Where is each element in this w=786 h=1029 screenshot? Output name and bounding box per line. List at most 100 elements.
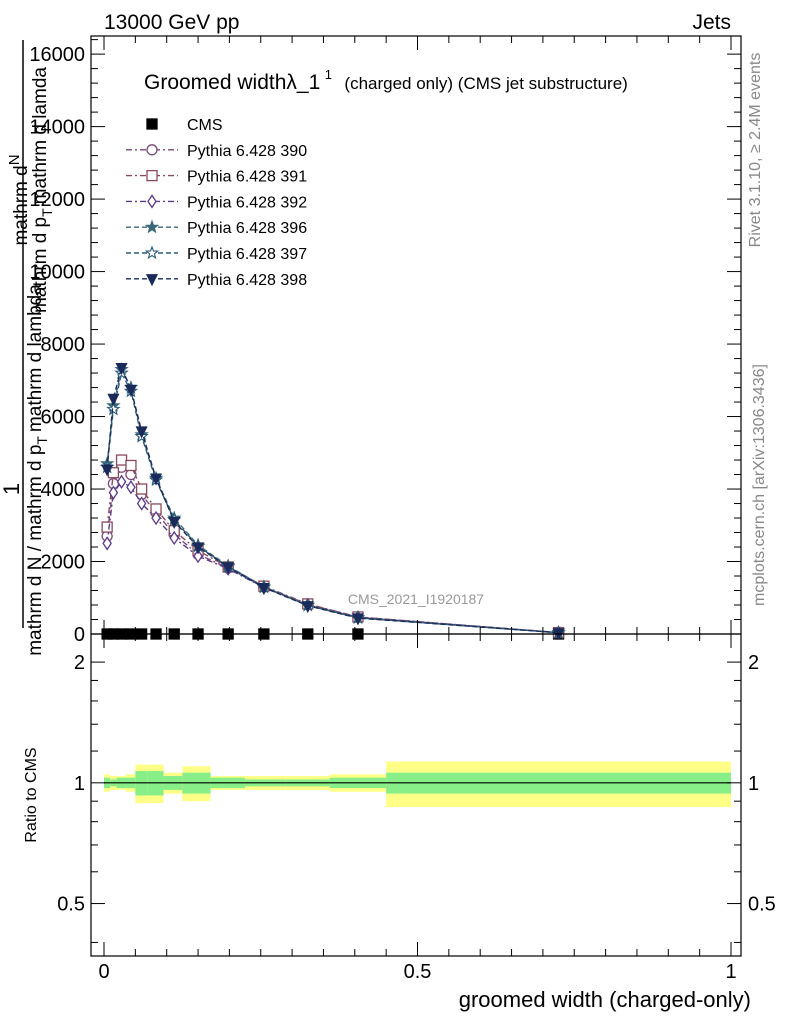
data-point <box>101 521 113 533</box>
y-label-denominator: mathrm d N / mathrm d pTmathrm d lambda <box>25 284 50 656</box>
main-y-tick-label: 4000 <box>41 479 86 501</box>
series-line <box>106 371 559 634</box>
series-line <box>106 367 559 634</box>
category-label: Jets <box>692 11 731 34</box>
data-point <box>136 496 147 511</box>
data-point <box>193 548 203 564</box>
data-point <box>257 582 270 596</box>
main-y-tick-label: 8000 <box>41 334 86 356</box>
series-3 <box>102 474 564 640</box>
main-x-ticks <box>103 36 732 634</box>
data-point <box>135 483 148 495</box>
data-point <box>107 393 120 406</box>
series-6 <box>101 362 565 641</box>
main-y-tick-label: 2000 <box>41 552 86 574</box>
main-y-tick-label: 16000 <box>29 44 85 66</box>
data-point <box>169 530 180 546</box>
data-point <box>168 516 181 530</box>
legend-label: Pythia 6.428 398 <box>187 272 307 289</box>
legend-item: CMS <box>146 117 223 134</box>
series-2 <box>101 454 565 639</box>
legend-item: Pythia 6.428 398 <box>126 272 307 289</box>
main-y-tick-label: 10000 <box>29 262 85 284</box>
y-label-numerator-line2: mathrm d pTmathrm d lamda <box>30 67 55 313</box>
series-line <box>106 459 559 634</box>
data-point <box>124 384 138 397</box>
legend-marker <box>144 245 160 260</box>
data-point <box>126 480 136 495</box>
series-line <box>106 466 559 634</box>
legend-label: Pythia 6.428 396 <box>187 220 307 237</box>
chart-title-rest: (charged only) (CMS jet substructure) <box>344 74 627 93</box>
main-series <box>99 361 566 641</box>
main-y-tick-label: 12000 <box>29 189 85 211</box>
chart-title: Groomed widthλ_1 1 (charged only) (CMS j… <box>144 66 628 94</box>
x-tick-label: 0.5 <box>404 961 432 983</box>
data-point <box>135 426 148 439</box>
main-panel: CMS_2021_I1920187 0 2000 4000 6000 8000 10000… <box>29 35 742 646</box>
legend: CMS Pythia 6.428 390 Pythia 6.428 391 Pythi… <box>126 117 307 289</box>
legend-item: Pythia 6.428 391 <box>126 169 307 186</box>
legend-item: Pythia 6.428 397 <box>126 245 307 263</box>
data-point <box>151 510 161 526</box>
y-label-numerator: mathrm dN <box>6 154 32 245</box>
main-y-label: 1 mathrm dN mathrm d pTmathrm d lamda ma… <box>0 40 55 656</box>
data-point <box>115 362 128 376</box>
data-point <box>351 613 364 626</box>
chart-title-sup: 1 <box>325 67 332 82</box>
legend-marker <box>147 194 157 209</box>
series-4 <box>99 361 566 639</box>
legend-marker <box>144 219 160 234</box>
ratio-y-axis: 0.5 0.5 1 1 2 2 <box>57 652 776 943</box>
legend-marker <box>146 144 158 156</box>
ratio-y-tick-label-right: 2 <box>748 652 759 674</box>
data-point <box>125 459 137 472</box>
legend-item: Pythia 6.428 396 <box>126 219 307 237</box>
data-point <box>301 601 314 614</box>
ratio-frame <box>90 633 742 957</box>
watermark: CMS_2021_I1920187 <box>348 591 484 607</box>
ratio-y-tick-label-right: 0.5 <box>748 894 776 916</box>
x-tick-label: 1 <box>725 961 736 983</box>
series-line <box>106 365 559 634</box>
legend-item: Pythia 6.428 390 <box>126 143 307 160</box>
data-point <box>116 474 127 489</box>
legend-marker <box>145 274 159 287</box>
data-point <box>191 542 205 555</box>
x-axis-label: groomed width (charged-only) <box>459 987 751 1012</box>
legend-label: CMS <box>187 117 223 134</box>
x-tick-label: 0 <box>98 961 109 983</box>
main-y-tick-label: 0 <box>74 624 85 646</box>
chart-title-main: Groomed widthλ_1 <box>144 71 320 94</box>
data-point <box>101 464 114 477</box>
ratio-y-tick-label-right: 1 <box>748 773 759 795</box>
legend-label: Pythia 6.428 391 <box>187 169 307 186</box>
ratio-bands <box>104 761 731 808</box>
y-label-one: 1 <box>0 483 24 495</box>
legend-marker <box>146 118 158 130</box>
legend-label: Pythia 6.428 390 <box>187 143 307 160</box>
legend-label: Pythia 6.428 392 <box>187 194 307 211</box>
energy-label: 13000 GeV pp <box>104 11 239 34</box>
rivet-label: Rivet 3.1.10, ≥ 2.4M events <box>747 53 764 248</box>
main-y-axis: 0 2000 4000 6000 8000 10000 12000 14000 16000 <box>29 39 741 646</box>
legend-item: Pythia 6.428 392 <box>126 194 307 211</box>
mcplots-label: mcplots.cern.ch [arXiv:1306.3436] <box>751 364 768 606</box>
ratio-x-axis: 0 0.5 1 <box>98 634 737 983</box>
ratio-y-tick-label: 0.5 <box>57 894 85 916</box>
data-point <box>106 401 121 416</box>
legend-marker <box>146 169 158 182</box>
ratio-panel: 0.5 0.51 12 2 0 0.5 1 Ratio to CMS groomed wi… <box>23 633 776 1012</box>
main-y-tick-label: 6000 <box>41 407 86 429</box>
series-5 <box>99 365 566 639</box>
data-point <box>149 473 163 486</box>
data-point <box>102 536 112 551</box>
main-y-tick-label: 14000 <box>29 117 85 139</box>
ratio-y-label: Ratio to CMS <box>23 747 40 842</box>
legend-label: Pythia 6.428 397 <box>187 246 307 263</box>
data-point <box>108 485 119 500</box>
data-point <box>222 562 235 575</box>
ratio-y-tick-label: 1 <box>74 773 85 795</box>
ratio-y-tick-label: 2 <box>74 652 85 674</box>
